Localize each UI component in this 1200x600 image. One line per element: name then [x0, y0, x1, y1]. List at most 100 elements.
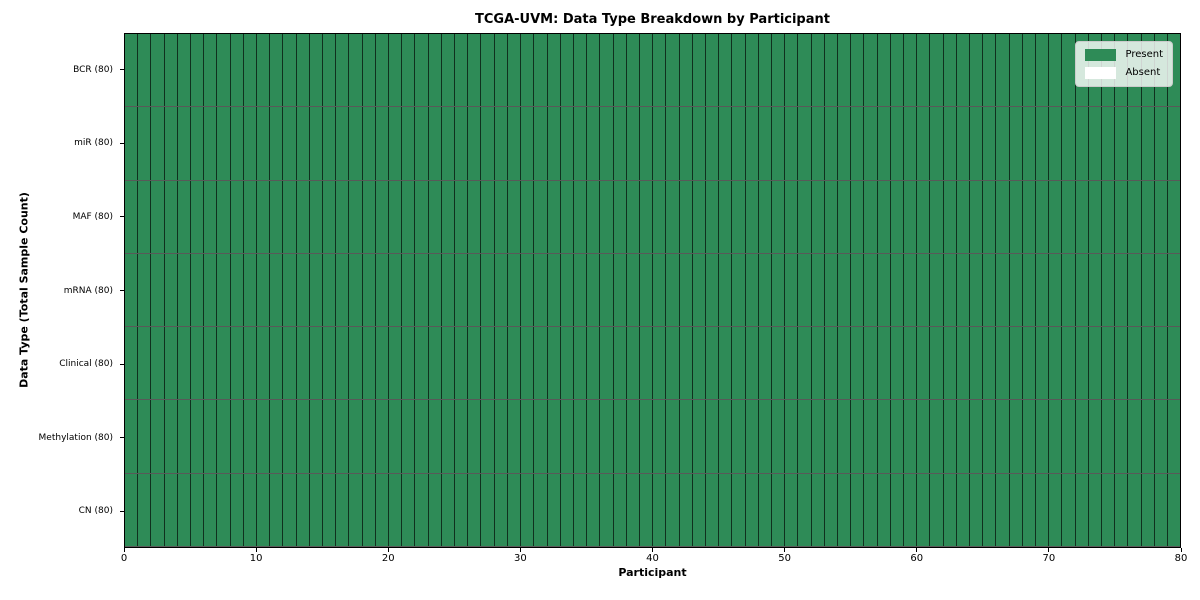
heatmap-cell	[1022, 107, 1037, 180]
heatmap-cell	[666, 473, 680, 546]
heatmap-cell	[1022, 253, 1037, 327]
heatmap-cell	[930, 327, 944, 400]
heatmap-cell	[719, 473, 733, 546]
heatmap-cell	[996, 180, 1010, 253]
heatmap-cell	[494, 400, 508, 473]
heatmap-cell	[402, 34, 416, 107]
heatmap-cell	[864, 253, 878, 327]
heatmap-cell	[679, 327, 693, 400]
heatmap-cell	[455, 180, 469, 253]
legend: Present Absent	[1075, 41, 1173, 87]
heatmap-cell	[323, 400, 337, 473]
heatmap-cell	[336, 180, 350, 253]
heatmap-cell	[732, 34, 746, 107]
heatmap-cell	[956, 180, 970, 253]
heatmap-cell	[323, 107, 337, 180]
heatmap-cell	[719, 107, 733, 180]
heatmap-cell	[864, 400, 878, 473]
heatmap-cell	[970, 180, 984, 253]
heatmap-cell	[270, 253, 284, 327]
y-tick-mark	[120, 290, 124, 291]
heatmap-cell	[613, 327, 627, 400]
x-tick-label: 10	[249, 553, 263, 564]
heatmap-cell	[257, 253, 271, 327]
heatmap-cell	[164, 180, 178, 253]
y-tick-mark	[120, 437, 124, 439]
heatmap-cell	[903, 253, 918, 327]
heatmap-cell	[257, 473, 271, 546]
heatmap-cell	[230, 327, 244, 400]
heatmap-cell	[534, 473, 548, 546]
heatmap-cell	[732, 107, 746, 180]
heatmap-cell	[996, 400, 1010, 473]
heatmap-cell	[455, 34, 469, 107]
heatmap-cell	[336, 327, 350, 400]
heatmap-cell	[1062, 400, 1076, 473]
heatmap-cell	[481, 400, 495, 473]
heatmap-cell	[521, 107, 535, 180]
heatmap-cell	[917, 34, 931, 107]
heatmap-cell	[415, 400, 429, 473]
legend-swatch	[1085, 49, 1117, 61]
heatmap-cell	[428, 253, 442, 327]
heatmap-cell	[415, 327, 429, 400]
heatmap-cell	[587, 473, 601, 546]
heatmap-cell	[1049, 253, 1063, 327]
heatmap-cell	[864, 327, 878, 400]
heatmap-cell	[930, 253, 944, 327]
heatmap-cell	[626, 400, 640, 473]
heatmap-cell	[970, 107, 984, 180]
heatmap-cell	[468, 400, 482, 473]
heatmap-cell	[125, 180, 139, 253]
heatmap-cell	[177, 180, 192, 253]
heatmap-cell	[1128, 473, 1142, 546]
heatmap-cell	[375, 107, 390, 180]
heatmap-cell	[1022, 327, 1037, 400]
heatmap-cell	[811, 327, 825, 400]
heatmap-cell	[191, 327, 205, 400]
heatmap-cell	[930, 400, 944, 473]
heatmap-cell	[771, 180, 786, 253]
heatmap-cell	[600, 327, 614, 400]
x-axis-label: Participant	[618, 566, 687, 579]
heatmap-cell	[323, 180, 337, 253]
heatmap-cell	[626, 253, 640, 327]
heatmap-cell	[309, 473, 324, 546]
heatmap-cell	[745, 253, 759, 327]
heatmap-cell	[983, 473, 997, 546]
heatmap-cell	[455, 327, 469, 400]
heatmap-cell	[917, 473, 931, 546]
heatmap-cell	[323, 473, 337, 546]
heatmap-cell	[1036, 400, 1050, 473]
heatmap-cell	[587, 327, 601, 400]
heatmap-cell	[692, 327, 706, 400]
heatmap-cell	[851, 253, 865, 327]
heatmap-cell	[1075, 180, 1089, 253]
heatmap-cell	[864, 107, 878, 180]
heatmap-cell	[1088, 400, 1103, 473]
legend-label: Present	[1125, 49, 1163, 60]
heatmap-cell	[560, 180, 574, 253]
heatmap-cell	[1088, 473, 1103, 546]
heatmap-cell	[1141, 180, 1155, 253]
heatmap-cell	[1009, 473, 1023, 546]
heatmap-cell	[177, 473, 192, 546]
heatmap-cell	[1036, 107, 1050, 180]
heatmap-cell	[837, 107, 852, 180]
heatmap-cell	[877, 34, 891, 107]
heatmap-cell	[494, 180, 508, 253]
heatmap-cell	[402, 253, 416, 327]
heatmap-cell	[639, 473, 654, 546]
heatmap-cell	[521, 34, 535, 107]
heatmap-cell	[903, 34, 918, 107]
heatmap-cell	[204, 400, 218, 473]
heatmap-cell	[441, 34, 456, 107]
heatmap-cell	[296, 107, 310, 180]
heatmap-cell	[309, 327, 324, 400]
heatmap-cell	[1102, 107, 1116, 180]
heatmap-cell	[877, 180, 891, 253]
heatmap-cell	[428, 473, 442, 546]
heatmap-cell	[626, 34, 640, 107]
heatmap-cell	[1128, 253, 1142, 327]
legend-item: Absent	[1085, 67, 1163, 79]
